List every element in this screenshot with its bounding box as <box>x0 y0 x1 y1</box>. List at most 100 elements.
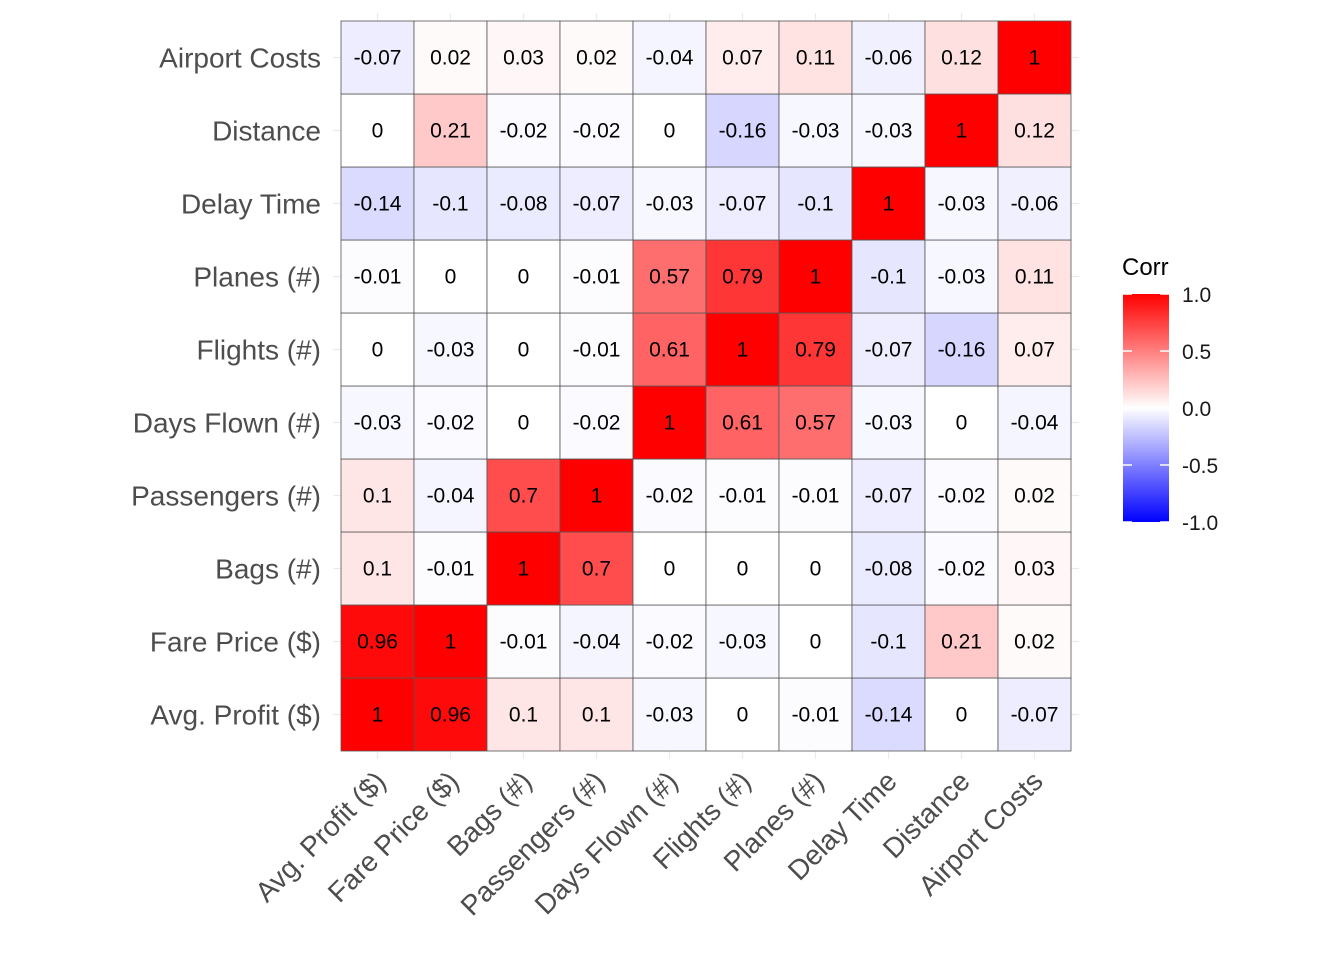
cell-value-label: -0.03 <box>646 193 694 216</box>
heatmap-cell <box>778 458 853 533</box>
cell-value-label: -0.03 <box>719 631 767 654</box>
cell-value-label: 0.7 <box>509 485 538 508</box>
cell-value-label: -0.01 <box>573 266 621 289</box>
heatmap-cell <box>851 458 926 533</box>
cell-value-label: 0.11 <box>1015 266 1054 289</box>
cell-value-label: 0 <box>956 704 968 727</box>
heatmap-cell <box>778 20 853 95</box>
cell-value-label: 1 <box>372 704 384 727</box>
heatmap-cell <box>632 604 707 679</box>
cell-value-label: -0.02 <box>646 485 694 508</box>
heatmap-cell <box>705 239 780 314</box>
cell-value-label: -0.1 <box>870 266 906 289</box>
cell-value-label: -0.01 <box>573 339 621 362</box>
heatmap-cell <box>778 385 853 460</box>
heatmap-cell <box>924 312 999 387</box>
heatmap-cell <box>340 312 415 387</box>
cell-value-label: -0.08 <box>500 193 548 216</box>
cell-value-label: 0.07 <box>722 47 763 70</box>
heatmap-cell <box>997 604 1072 679</box>
cell-value-label: 0.61 <box>722 412 763 435</box>
heatmap-cell <box>559 604 634 679</box>
y-tick-label: Fare Price ($) <box>150 627 321 658</box>
y-tick-label: Distance <box>212 116 321 147</box>
heatmap-cell <box>413 531 488 606</box>
heatmap-cell <box>559 458 634 533</box>
y-tick-label: Passengers (#) <box>131 481 321 512</box>
legend-tick-label: 0.0 <box>1182 398 1211 421</box>
cell-value-label: -0.02 <box>573 120 621 143</box>
heatmap-cell <box>924 385 999 460</box>
heatmap-cell <box>705 20 780 95</box>
cell-value-label: 0.12 <box>1014 120 1055 143</box>
cell-value-label: 0 <box>518 412 530 435</box>
y-axis-labels: Avg. Profit ($) Fare Price ($) Bags (#) Pas… <box>131 43 321 731</box>
cell-value-label: -0.07 <box>1011 704 1059 727</box>
cell-value-label: -0.1 <box>870 631 906 654</box>
heatmap-cell <box>924 458 999 533</box>
heatmap-cell <box>413 166 488 241</box>
heatmap-cell <box>632 312 707 387</box>
cell-value-label: 0.02 <box>1014 485 1055 508</box>
cell-value-label: -0.06 <box>865 47 913 70</box>
heatmap-cell <box>705 677 780 752</box>
heatmap-cell <box>778 93 853 168</box>
cell-value-label: 1 <box>518 558 530 581</box>
cell-value-label: 0.02 <box>1014 631 1055 654</box>
cell-value-label: -0.01 <box>792 704 840 727</box>
cell-value-label: 1 <box>1029 47 1041 70</box>
heatmap-cell <box>413 385 488 460</box>
legend-ticks: 1.0 0.5 0.0 -0.5 -1.0 <box>1123 284 1218 535</box>
cell-value-label: -0.07 <box>573 193 621 216</box>
cell-value-label: -0.04 <box>1011 412 1059 435</box>
cell-value-label: 0 <box>372 120 384 143</box>
cell-value-label: 1 <box>591 485 603 508</box>
heatmap-cell <box>997 166 1072 241</box>
heatmap-cell <box>413 312 488 387</box>
cell-value-label: -0.07 <box>865 485 913 508</box>
cell-value-label: -0.07 <box>865 339 913 362</box>
cell-value-label: 0.79 <box>795 339 836 362</box>
heatmap-cell <box>632 677 707 752</box>
heatmap-cell <box>559 239 634 314</box>
y-tick-label: Avg. Profit ($) <box>150 700 321 731</box>
cell-value-label: 1 <box>445 631 457 654</box>
cell-value-label: -0.16 <box>938 339 986 362</box>
cell-value-label: 0 <box>956 412 968 435</box>
heatmap-cell <box>851 166 926 241</box>
heatmap-cell <box>413 93 488 168</box>
heatmap-cell <box>340 604 415 679</box>
cell-value-label: 0.96 <box>357 631 398 654</box>
cell-value-label: 0.07 <box>1014 339 1055 362</box>
cell-value-label: -0.02 <box>938 558 986 581</box>
cell-value-label: -0.1 <box>797 193 833 216</box>
cell-value-label: -0.01 <box>354 266 402 289</box>
legend-title: Corr <box>1122 254 1169 281</box>
heatmap-cell <box>997 20 1072 95</box>
cell-value-label: -0.03 <box>792 120 840 143</box>
heatmap-cell <box>997 239 1072 314</box>
heatmap-cell <box>486 239 561 314</box>
cell-value-label: 0.1 <box>363 485 392 508</box>
heatmap-cell <box>778 531 853 606</box>
heatmap-cell <box>924 20 999 95</box>
heatmap-cell <box>778 239 853 314</box>
legend-tick-label: 1.0 <box>1182 284 1211 307</box>
heatmap-cell <box>778 604 853 679</box>
x-axis-labels: Avg. Profit ($)Fare Price ($)Bags (#)Pas… <box>249 765 1049 921</box>
cell-value-label: 0.57 <box>795 412 836 435</box>
heatmap-cell <box>340 166 415 241</box>
cell-value-label: -0.16 <box>719 120 767 143</box>
cell-value-label: 1 <box>810 266 822 289</box>
cell-value-label: -0.02 <box>938 485 986 508</box>
heatmap-cell <box>486 458 561 533</box>
heatmap-cell <box>778 312 853 387</box>
cell-value-label: 0 <box>518 339 530 362</box>
cell-value-label: -0.14 <box>865 704 913 727</box>
cell-value-label: 0 <box>664 120 676 143</box>
heatmap-cell <box>705 312 780 387</box>
cell-value-label: 0 <box>518 266 530 289</box>
heatmap-cell <box>705 166 780 241</box>
cell-value-label: 0 <box>810 631 822 654</box>
